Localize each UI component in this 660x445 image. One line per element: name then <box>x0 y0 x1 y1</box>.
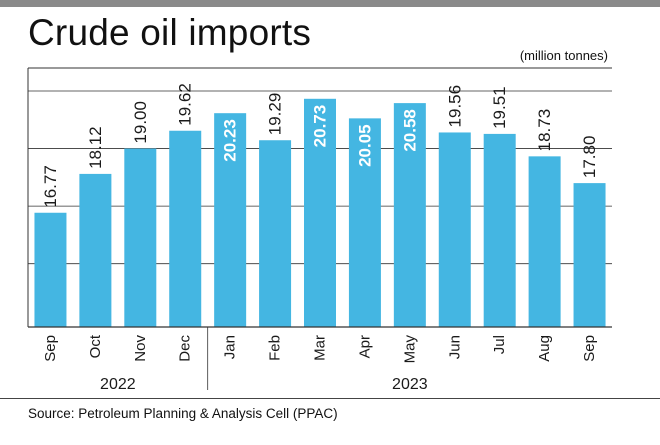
value-label-0: 16.77 <box>41 165 60 208</box>
bar-5 <box>259 140 292 327</box>
value-label-2: 19.00 <box>131 101 150 144</box>
month-label-8: May <box>401 335 418 364</box>
bar-8 <box>393 103 426 327</box>
value-label-3: 19.62 <box>176 83 195 126</box>
source-note: Source: Petroleum Planning & Analysis Ce… <box>28 406 338 421</box>
month-label-12: Sep <box>581 335 598 362</box>
chart-title: Crude oil imports <box>28 12 312 53</box>
value-label-9: 19.56 <box>445 85 464 128</box>
month-label-7: Apr <box>356 335 373 358</box>
month-label-1: Oct <box>87 334 104 358</box>
bar-11 <box>528 156 561 327</box>
value-label-5: 19.29 <box>266 93 285 136</box>
bar-1 <box>79 173 112 327</box>
month-label-11: Aug <box>536 335 553 362</box>
top-rule <box>0 0 660 7</box>
value-label-8: 20.58 <box>400 109 419 152</box>
bar-4 <box>214 113 247 327</box>
bar-chart: 16.77 18.12 19.00 19.62 20.23 19.29 20.73 20.05… <box>27 67 612 393</box>
value-label-10: 19.51 <box>490 86 509 129</box>
month-label-9: Jun <box>446 335 463 359</box>
month-label-6: Mar <box>312 335 329 361</box>
value-label-12: 17.80 <box>580 136 599 179</box>
month-label-10: Jul <box>491 335 508 354</box>
value-label-11: 18.73 <box>535 109 554 152</box>
bar-6 <box>304 98 336 327</box>
bar-10 <box>483 133 516 327</box>
bar-2 <box>124 148 157 327</box>
month-label-4: Jan <box>222 335 239 359</box>
year-label-1: 2023 <box>392 376 428 393</box>
month-label-5: Feb <box>267 335 284 361</box>
value-label-1: 18.12 <box>86 126 105 169</box>
bar-7 <box>348 118 381 327</box>
bar-0 <box>34 212 67 327</box>
value-label-4: 20.23 <box>221 119 240 162</box>
value-label-6: 20.73 <box>311 105 330 148</box>
value-label-7: 20.05 <box>355 124 374 167</box>
bar-9 <box>438 132 471 327</box>
source-rule <box>0 398 660 399</box>
bar-3 <box>169 130 202 327</box>
bar-12 <box>573 183 606 327</box>
month-label-2: Nov <box>132 335 149 362</box>
year-label-0: 2022 <box>100 376 136 393</box>
unit-label: (million tonnes) <box>519 48 608 63</box>
month-label-3: Dec <box>177 335 194 362</box>
month-label-0: Sep <box>42 335 59 362</box>
